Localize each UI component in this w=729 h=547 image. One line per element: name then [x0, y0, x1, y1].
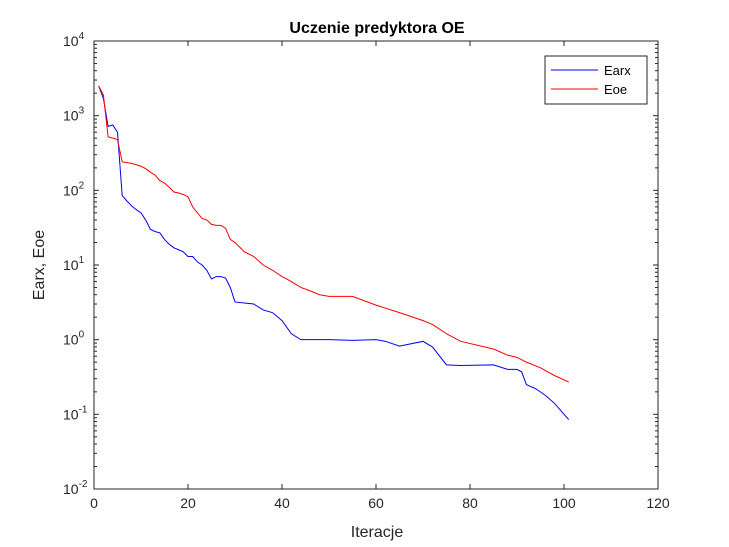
x-tick-label: 40	[274, 495, 290, 511]
y-tick-label-base: 10	[63, 332, 79, 348]
x-tick-label: 20	[180, 495, 196, 511]
y-tick-label-base: 10	[63, 182, 79, 198]
y-tick-label-base: 10	[63, 257, 79, 273]
y-tick-label: 102	[63, 180, 85, 198]
legend-label-earx: Earx	[604, 63, 631, 78]
series-lines	[98, 85, 570, 420]
series-line-eoe	[98, 85, 569, 383]
y-axis-label: Earx, Eoe	[31, 230, 48, 300]
y-tick-label-base: 10	[63, 481, 79, 497]
legend: Earx Eoe	[544, 55, 648, 105]
chart-title: Uczenie predyktora OE	[289, 20, 465, 37]
y-tick-label-exponent: 2	[79, 180, 85, 191]
series-line-earx	[98, 85, 570, 420]
y-tick-label-base: 10	[63, 33, 79, 49]
x-tick-label: 0	[90, 495, 98, 511]
plot-area	[93, 40, 659, 490]
x-axis-label: Iteracje	[351, 524, 404, 541]
x-tick-label: 60	[368, 495, 384, 511]
y-tick-label: 103	[63, 106, 85, 124]
y-tick-label-exponent: -1	[79, 404, 88, 415]
x-tick-label: 100	[552, 495, 576, 511]
y-tick-label: 10-1	[63, 404, 88, 422]
y-tick-label: 100	[63, 330, 85, 348]
y-tick-label-base: 10	[63, 108, 79, 124]
y-tick-label: 10-2	[63, 479, 88, 497]
y-tick-label: 101	[63, 255, 85, 273]
x-tick-label: 80	[462, 495, 478, 511]
y-tick-label-base: 10	[63, 406, 79, 422]
y-tick-label-exponent: 1	[79, 255, 85, 266]
legend-box	[544, 55, 648, 105]
y-tick-label-exponent: 3	[79, 106, 85, 117]
x-tick-label: 120	[646, 495, 670, 511]
y-tick-label-exponent: -2	[79, 479, 88, 490]
y-tick-label-exponent: 4	[79, 31, 85, 42]
legend-label-eoe: Eoe	[604, 82, 627, 97]
y-tick-label-exponent: 0	[79, 330, 85, 341]
y-tick-label: 104	[63, 31, 85, 49]
